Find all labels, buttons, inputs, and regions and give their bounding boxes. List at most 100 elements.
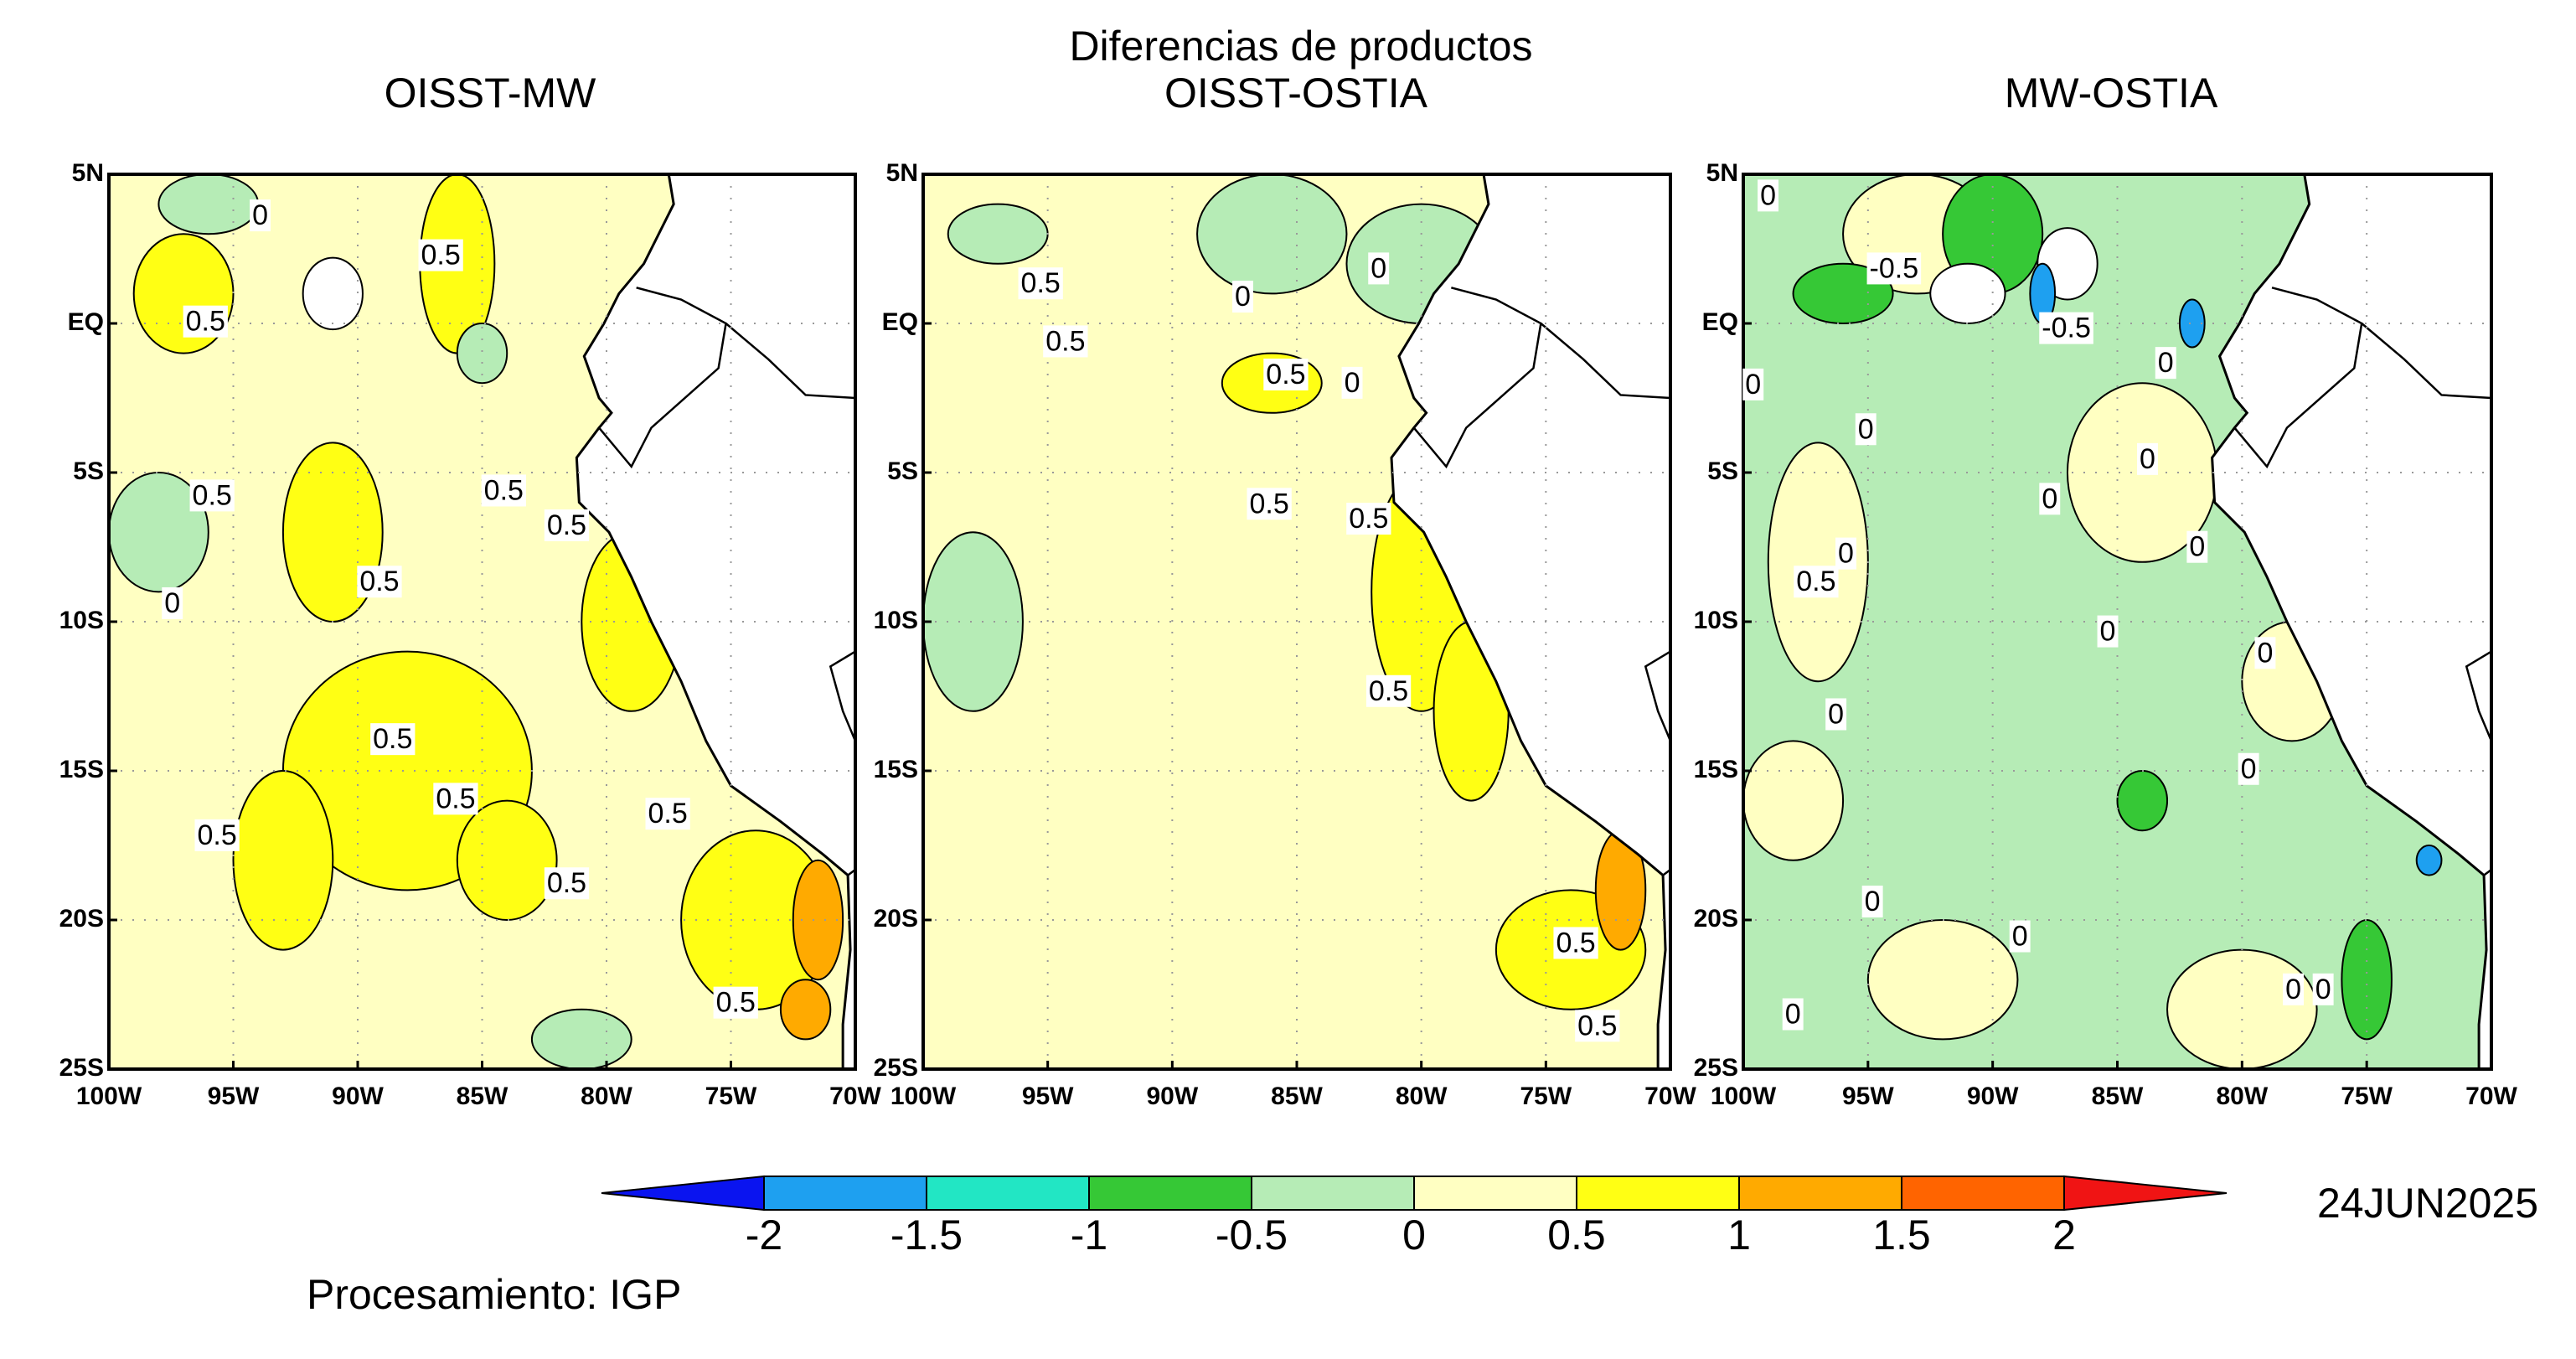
- contour-label-bg: [1341, 366, 1363, 399]
- contour-label-bg: [189, 479, 235, 512]
- colorbar-label: 1: [1727, 1212, 1751, 1258]
- colorbar-label: -2: [746, 1212, 782, 1258]
- contour-label: 0.5: [1577, 1010, 1617, 1041]
- contour-label-bg: [2137, 442, 2158, 475]
- colorbar-end: [601, 1175, 765, 1212]
- contour-label-bg: [183, 305, 228, 338]
- contour-label: 0.5: [1349, 503, 1388, 535]
- contour-label-bg: [481, 474, 526, 507]
- contour-label: 0.5: [373, 723, 412, 755]
- map-panel: [923, 174, 1670, 1069]
- land: [575, 174, 855, 1069]
- lat-tick-label: 10S: [874, 607, 918, 634]
- lon-tick-label: 75W: [2341, 1083, 2393, 1110]
- contour-label: 0: [2042, 483, 2057, 514]
- field-region: [456, 799, 558, 922]
- lat-tick-label: 15S: [59, 756, 104, 783]
- contour-label: 0: [1838, 538, 1854, 570]
- border: [725, 323, 855, 400]
- border: [1644, 650, 1670, 744]
- contour-label-bg: [2155, 347, 2176, 380]
- colorbar-box: [763, 1176, 927, 1211]
- lon-tick-label: 90W: [1146, 1083, 1198, 1110]
- field-region: [1196, 174, 1348, 295]
- lat-tick-label: EQ: [1702, 308, 1738, 336]
- map-panel: [1743, 174, 2491, 1069]
- border: [2465, 650, 2491, 744]
- lon-tick-label: 80W: [1396, 1083, 1448, 1110]
- contour-label: 0: [2241, 753, 2257, 785]
- border: [598, 287, 727, 469]
- lon-tick-label: 85W: [457, 1083, 508, 1110]
- contour-label-bg: [2039, 483, 2061, 515]
- lat-tick-label: 15S: [1694, 756, 1738, 783]
- contour-label-bg: [2283, 973, 2305, 1005]
- field-region: [947, 203, 1049, 265]
- contour-label: 0.5: [436, 783, 475, 814]
- field-region: [2178, 298, 2206, 349]
- contour-label: 0: [2257, 637, 2273, 669]
- contour-label: 0.5: [648, 798, 688, 829]
- colorbar-label: -0.5: [1216, 1212, 1288, 1258]
- field-region: [232, 770, 334, 951]
- contour-label-bg: [1866, 252, 1922, 285]
- field-region: [2341, 919, 2393, 1041]
- field-region: [1866, 919, 2019, 1041]
- field-region: [2166, 948, 2318, 1069]
- lat-tick-label: 20S: [874, 905, 918, 933]
- field-region: [456, 323, 508, 385]
- lat-tick-label: EQ: [68, 308, 104, 336]
- contour-label-bg: [1553, 927, 1598, 959]
- lat-tick-label: 5S: [1707, 457, 1738, 485]
- contour-label: -0.5: [2042, 313, 2091, 344]
- contour-label-bg: [645, 798, 690, 830]
- field-region: [792, 859, 844, 981]
- field-region: [1743, 740, 1845, 861]
- colorbar-label: 1.5: [1872, 1212, 1931, 1258]
- field-region: [779, 979, 832, 1041]
- contour-label: 0.5: [197, 819, 236, 851]
- lon-tick-label: 70W: [1644, 1083, 1696, 1110]
- contour-label-bg: [1742, 368, 1764, 400]
- contour-label: 0: [1371, 252, 1386, 284]
- contour-label-bg: [2097, 615, 2119, 648]
- contour-label-bg: [1247, 488, 1292, 520]
- field-region: [2415, 845, 2443, 876]
- contour-label-bg: [194, 819, 240, 851]
- contour-label: 0: [1235, 281, 1251, 313]
- contour-label: 0: [1745, 369, 1761, 400]
- contour-label: 0.5: [359, 566, 399, 597]
- contour-label-bg: [250, 199, 271, 232]
- contour-label-bg: [1018, 267, 1063, 300]
- lat-tick-label: 5N: [886, 159, 918, 187]
- lon-tick-label: 95W: [208, 1083, 260, 1110]
- contour-label: 0.5: [1266, 359, 1305, 390]
- contour-label: 0: [2285, 974, 2301, 1005]
- colorbar-box: [1738, 1176, 1902, 1211]
- contour-label: 0: [1785, 998, 1801, 1030]
- panel-title: OISST-OSTIA: [1164, 70, 1428, 116]
- lat-tick-label: 10S: [59, 607, 104, 634]
- lon-tick-label: 75W: [705, 1083, 757, 1110]
- contour-label-bg: [418, 239, 463, 271]
- field-region: [302, 256, 364, 331]
- colorbar-label: -1.5: [891, 1212, 963, 1258]
- contour-label-bg: [2009, 920, 2031, 953]
- field-region: [157, 174, 260, 235]
- contour-label-bg: [1365, 674, 1412, 707]
- credit: Procesamiento: IGP: [307, 1271, 681, 1318]
- contour-label-bg: [1782, 998, 1804, 1031]
- lat-tick-label: 5N: [1706, 159, 1738, 187]
- main-title: Diferencias de productos: [1069, 23, 1532, 70]
- field-region: [109, 472, 209, 593]
- contour-label-bg: [1825, 698, 1847, 731]
- contour-label-bg: [1861, 885, 1883, 917]
- contour-label: 0: [2100, 616, 2116, 648]
- contour-label-bg: [2039, 312, 2093, 344]
- lat-tick-label: EQ: [882, 308, 918, 336]
- contour-label: 0.5: [1369, 675, 1408, 707]
- contour-label-bg: [1835, 537, 1856, 570]
- contour-label-bg: [544, 867, 590, 900]
- field-region: [1929, 262, 2006, 324]
